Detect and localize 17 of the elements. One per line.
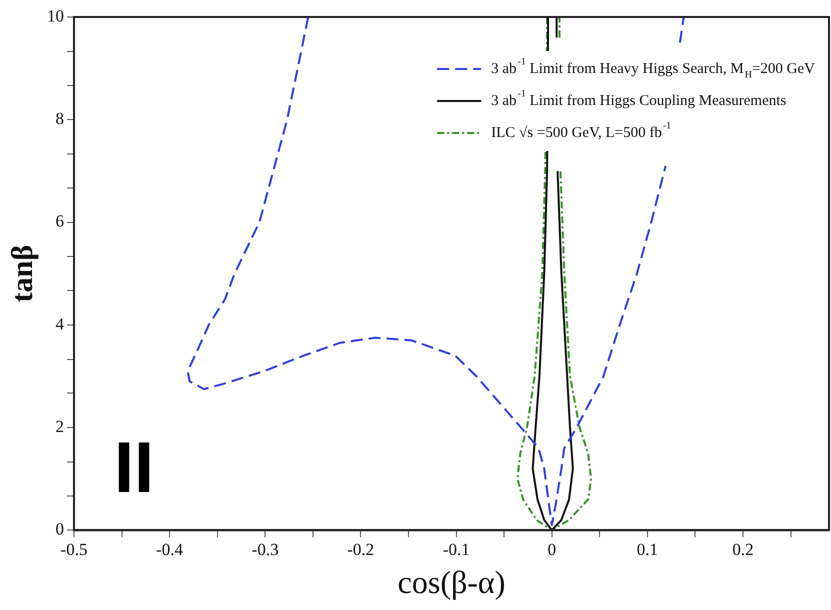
- y-tick-label: 0: [56, 520, 64, 539]
- y-tick-label: 2: [56, 417, 64, 436]
- y-tick-label: 10: [47, 6, 64, 26]
- x-tick-label: -0.2: [347, 540, 374, 559]
- y-axis-title: tanβ: [6, 244, 39, 302]
- y-tick-label: 6: [56, 212, 64, 231]
- x-axis-title: cos(β-α): [398, 564, 506, 600]
- x-tick-label: -0.1: [442, 540, 470, 559]
- y-tick-label: 4: [56, 314, 64, 334]
- x-tick-label: 0: [548, 540, 556, 559]
- x-tick-label: -0.5: [60, 540, 88, 559]
- x-tick-label: 0.1: [636, 540, 658, 559]
- x-tick-label: -0.4: [156, 540, 184, 559]
- x-tick-label: 0.2: [732, 540, 754, 559]
- annotation: II: [114, 428, 154, 508]
- y-tick-label: 8: [56, 109, 64, 128]
- x-tick-label: -0.3: [252, 540, 279, 559]
